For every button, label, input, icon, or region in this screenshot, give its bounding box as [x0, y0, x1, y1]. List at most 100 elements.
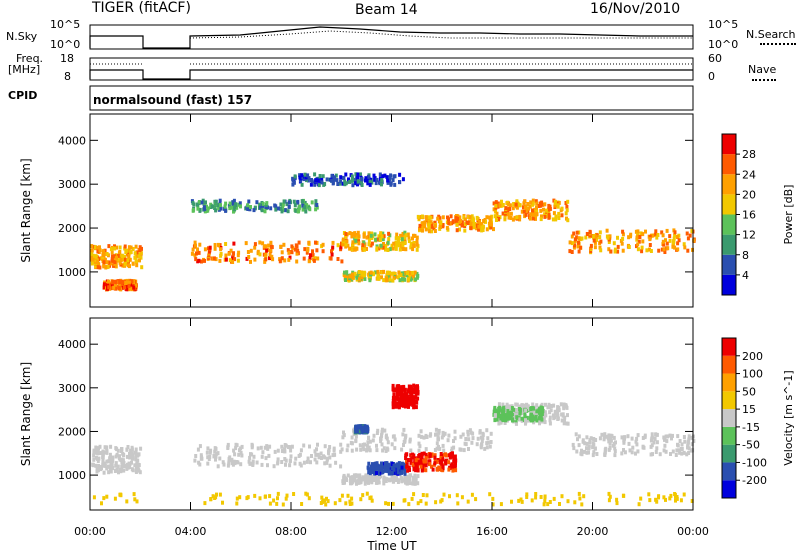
power-cell — [107, 244, 111, 249]
velocity-cell — [350, 479, 354, 484]
power-cell — [406, 232, 410, 237]
power-cell — [540, 200, 544, 205]
velocity-cell — [398, 465, 402, 470]
power-cell — [92, 259, 96, 264]
velocity-cell — [402, 498, 406, 503]
power-cell — [608, 234, 612, 239]
power-cell — [314, 199, 318, 204]
velocity-cell — [375, 477, 379, 481]
velocity-cell — [540, 412, 544, 416]
velocity-cell — [464, 442, 468, 447]
velocity-cell — [199, 453, 203, 458]
velocity-cell — [657, 494, 661, 499]
power-cell — [579, 245, 583, 250]
velocity-cell — [655, 446, 659, 451]
power-cell — [274, 207, 278, 212]
power-colorbar-segment — [722, 134, 736, 155]
velocity-cell — [350, 448, 354, 453]
power-cell — [214, 199, 218, 204]
velocity-cell — [375, 480, 379, 485]
power-cell — [203, 258, 206, 263]
velocity-cell — [404, 456, 408, 460]
velocity-colorbar-frame — [721, 337, 737, 499]
velocity-ytick-label: 1000 — [58, 469, 86, 482]
velocity-cell — [392, 474, 396, 479]
power-cell — [368, 179, 372, 184]
velocity-cell — [408, 473, 412, 478]
velocity-cell — [663, 437, 666, 442]
power-cell — [568, 249, 572, 254]
power-cell — [292, 199, 296, 204]
velocity-cell — [206, 461, 210, 466]
velocity-cell — [527, 406, 531, 411]
power-cell — [330, 249, 333, 254]
power-cell — [509, 211, 513, 216]
power-cell — [665, 241, 669, 246]
velocity-cell — [135, 458, 139, 463]
velocity-cell — [272, 498, 276, 503]
velocity-cell — [333, 501, 337, 506]
velocity-cell — [669, 452, 672, 456]
power-cell — [367, 231, 371, 236]
velocity-cell — [424, 501, 428, 506]
power-colorbar-label: 16 — [742, 209, 756, 222]
power-cell — [282, 199, 286, 204]
power-cell — [384, 243, 388, 248]
power-cell — [224, 257, 228, 262]
velocity-cell — [253, 493, 257, 498]
velocity-cell — [239, 462, 243, 467]
velocity-cell — [650, 435, 654, 440]
power-cell — [102, 262, 106, 267]
velocity-cell — [603, 453, 607, 457]
velocity-cell — [392, 392, 396, 397]
velocity-cell — [674, 453, 678, 457]
velocity-cell — [260, 462, 264, 467]
power-cell — [309, 182, 313, 187]
power-cell — [398, 247, 402, 252]
velocity-cell — [384, 468, 388, 473]
velocity-cell — [488, 492, 492, 497]
power-cell — [117, 286, 121, 291]
velocity-cell — [480, 439, 484, 444]
velocity-cell — [405, 462, 409, 467]
power-cell — [570, 234, 574, 239]
nsearch-trace — [189, 30, 693, 39]
power-cell — [472, 218, 475, 223]
velocity-cell — [372, 433, 376, 438]
power-cell — [420, 224, 424, 229]
power-cell — [104, 265, 108, 270]
power-cell — [557, 216, 561, 220]
power-cell — [568, 240, 572, 245]
velocity-cell — [102, 470, 106, 475]
velocity-cell — [397, 384, 401, 389]
power-cell — [420, 214, 424, 219]
power-cell — [401, 234, 405, 239]
power-cell — [504, 206, 508, 211]
velocity-cell — [680, 442, 684, 447]
velocity-cell — [677, 448, 681, 453]
cpid-text: normalsound (fast) 157 — [93, 93, 253, 107]
velocity-cell — [105, 450, 109, 455]
power-cell — [637, 239, 641, 244]
power-ytick-label: 2000 — [58, 222, 86, 235]
power-cell — [127, 280, 131, 285]
power-cell — [429, 220, 433, 225]
velocity-cell — [564, 404, 568, 409]
velocity-cell — [392, 479, 396, 484]
velocity-cell — [483, 446, 487, 451]
power-cell — [394, 246, 398, 251]
velocity-cell — [92, 495, 96, 500]
power-cell — [102, 260, 106, 265]
velocity-cell — [509, 416, 513, 421]
power-cell — [672, 239, 676, 244]
power-cell — [386, 240, 390, 245]
velocity-cell — [509, 413, 513, 418]
velocity-cell — [671, 433, 674, 438]
velocity-cell — [440, 435, 444, 440]
velocity-cell — [607, 498, 611, 503]
velocity-cell — [635, 436, 639, 441]
velocity-cell — [208, 455, 212, 459]
freq-trace — [89, 69, 693, 80]
velocity-cell — [430, 464, 433, 469]
power-cell — [367, 272, 371, 277]
